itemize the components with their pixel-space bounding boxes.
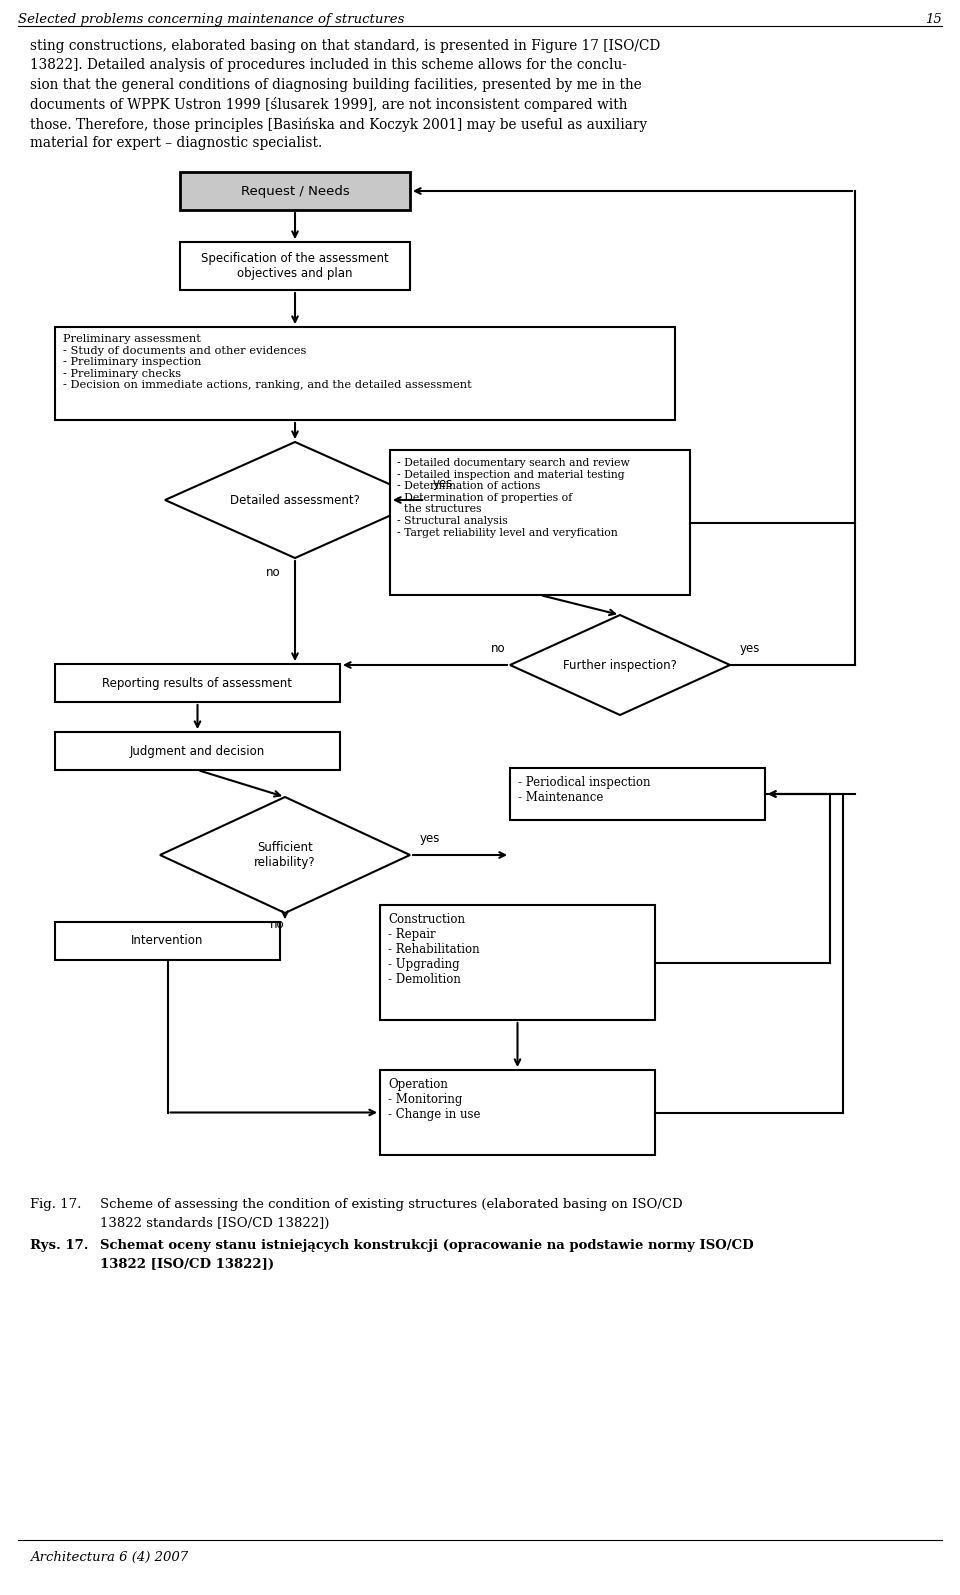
Text: Judgment and decision: Judgment and decision	[130, 745, 265, 758]
Text: Sufficient
reliability?: Sufficient reliability?	[254, 841, 316, 869]
Text: yes: yes	[433, 477, 453, 490]
FancyBboxPatch shape	[390, 450, 690, 595]
Text: no: no	[266, 566, 280, 579]
Text: documents of WPPK Ustron 1999 [ślusarek 1999], are not inconsistent compared wit: documents of WPPK Ustron 1999 [ślusarek …	[30, 97, 628, 113]
Polygon shape	[160, 798, 410, 912]
Text: 13822 standards [ISO/CD 13822]): 13822 standards [ISO/CD 13822])	[100, 1217, 329, 1230]
Text: - Periodical inspection
- Maintenance: - Periodical inspection - Maintenance	[518, 777, 651, 804]
Text: Request / Needs: Request / Needs	[241, 185, 349, 198]
Text: Construction
- Repair
- Rehabilitation
- Upgrading
- Demolition: Construction - Repair - Rehabilitation -…	[388, 912, 480, 986]
Text: no: no	[270, 919, 284, 931]
Text: Selected problems concerning maintenance of structures: Selected problems concerning maintenance…	[18, 13, 404, 26]
FancyBboxPatch shape	[55, 732, 340, 770]
Text: sion that the general conditions of diagnosing building facilities, presented by: sion that the general conditions of diag…	[30, 78, 641, 93]
Text: sting constructions, elaborated basing on that standard, is presented in Figure : sting constructions, elaborated basing o…	[30, 38, 660, 53]
FancyBboxPatch shape	[510, 769, 765, 820]
Text: Scheme of assessing the condition of existing structures (elaborated basing on I: Scheme of assessing the condition of exi…	[100, 1198, 683, 1211]
Polygon shape	[510, 616, 730, 715]
FancyBboxPatch shape	[55, 664, 340, 702]
Text: Preliminary assessment
- Study of documents and other evidences
- Preliminary in: Preliminary assessment - Study of docume…	[63, 333, 471, 391]
Text: Fig. 17.: Fig. 17.	[30, 1198, 82, 1211]
Text: 15: 15	[925, 13, 942, 26]
FancyBboxPatch shape	[55, 327, 675, 419]
Text: no: no	[491, 643, 505, 656]
Text: yes: yes	[420, 833, 441, 845]
Text: Architectura 6 (4) 2007: Architectura 6 (4) 2007	[30, 1550, 188, 1565]
Text: Detailed assessment?: Detailed assessment?	[230, 493, 360, 507]
Text: Specification of the assessment
objectives and plan: Specification of the assessment objectiv…	[202, 252, 389, 281]
Text: Rys. 17.: Rys. 17.	[30, 1239, 88, 1252]
Text: 13822]. Detailed analysis of procedures included in this scheme allows for the c: 13822]. Detailed analysis of procedures …	[30, 59, 627, 72]
FancyBboxPatch shape	[55, 922, 280, 960]
Text: Operation
- Monitoring
- Change in use: Operation - Monitoring - Change in use	[388, 1078, 481, 1121]
Text: Reporting results of assessment: Reporting results of assessment	[103, 676, 293, 689]
Text: those. Therefore, those principles [Basińska and Koczyk 2001] may be useful as a: those. Therefore, those principles [Basi…	[30, 116, 647, 131]
Polygon shape	[165, 442, 425, 558]
Text: - Detailed documentary search and review
- Detailed inspection and material test: - Detailed documentary search and review…	[397, 458, 630, 538]
Text: Further inspection?: Further inspection?	[564, 659, 677, 671]
Text: Intervention: Intervention	[132, 935, 204, 947]
Text: Schemat oceny stanu istniejących konstrukcji (opracowanie na podstawie normy ISO: Schemat oceny stanu istniejących konstru…	[100, 1239, 754, 1252]
FancyBboxPatch shape	[380, 1070, 655, 1155]
Text: 13822 [ISO/CD 13822]): 13822 [ISO/CD 13822])	[100, 1258, 275, 1271]
FancyBboxPatch shape	[380, 904, 655, 1019]
Text: yes: yes	[740, 643, 760, 656]
FancyBboxPatch shape	[180, 172, 410, 211]
FancyBboxPatch shape	[180, 242, 410, 290]
Text: material for expert – diagnostic specialist.: material for expert – diagnostic special…	[30, 137, 323, 150]
